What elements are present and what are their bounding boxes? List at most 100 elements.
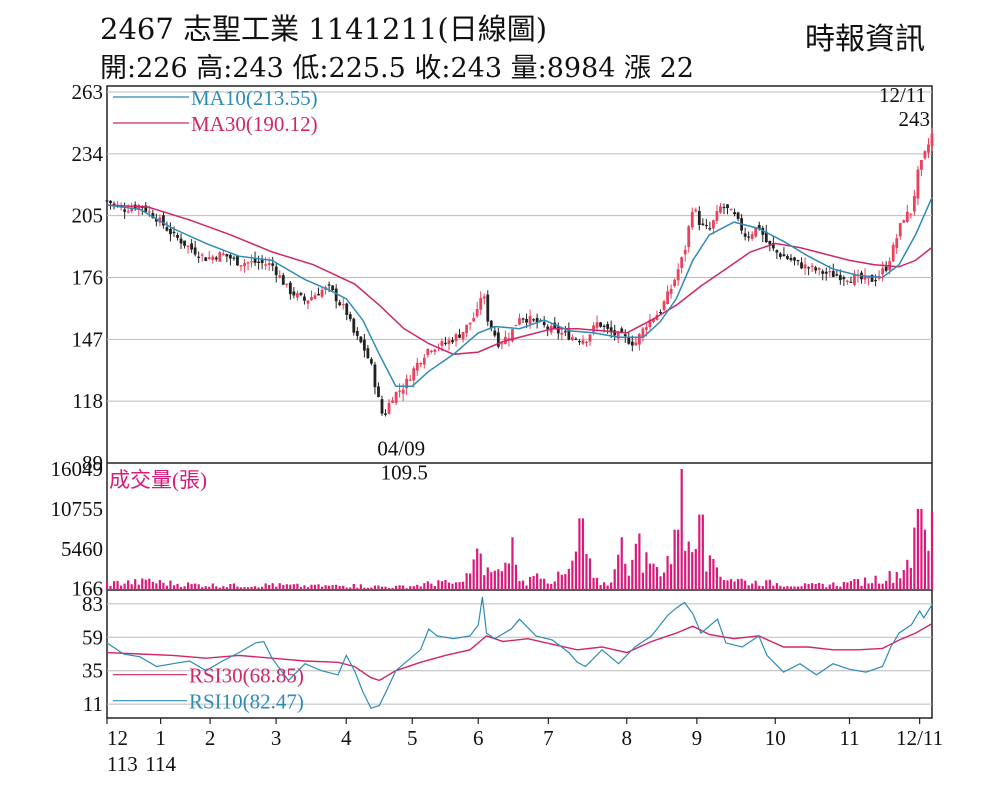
volume-bar xyxy=(888,571,891,590)
candle-body xyxy=(747,236,751,238)
volume-bar xyxy=(507,563,511,590)
volume-bar xyxy=(391,587,394,590)
candle-body xyxy=(479,297,483,310)
volume-bar xyxy=(186,582,190,590)
volume-bar xyxy=(402,585,405,590)
price-legend-label: MA10(213.55) xyxy=(191,86,318,110)
x-axis-label: 9 xyxy=(692,726,703,750)
volume-bar xyxy=(560,574,563,590)
candle-body xyxy=(507,338,511,340)
candle-body xyxy=(729,209,733,211)
candle-body xyxy=(257,261,261,263)
volume-bar xyxy=(342,585,345,590)
price-y-tick: 118 xyxy=(72,389,103,413)
candle-body xyxy=(726,204,729,209)
volume-bar xyxy=(447,582,451,590)
candle-body xyxy=(634,342,638,346)
candle-body xyxy=(172,231,176,234)
candle-body xyxy=(652,318,655,323)
volume-bar xyxy=(250,586,253,590)
volume-bar xyxy=(518,580,521,590)
candle-body xyxy=(475,309,479,317)
volume-bar xyxy=(726,580,729,590)
candle-body xyxy=(384,413,387,415)
rsi-y-tick: 59 xyxy=(82,625,103,649)
candle-body xyxy=(881,268,885,275)
candle-body xyxy=(334,288,338,302)
volume-bar xyxy=(313,584,317,590)
candle-body xyxy=(225,253,229,257)
volume-bar xyxy=(243,587,246,590)
candle-body xyxy=(415,362,419,371)
candle-body xyxy=(440,341,444,346)
volume-bar xyxy=(698,514,701,590)
volume-bar xyxy=(677,529,680,590)
volume-bar xyxy=(426,581,429,590)
candle-body xyxy=(271,263,275,266)
volume-bar xyxy=(306,587,310,590)
candle-body xyxy=(599,322,602,327)
candle-body xyxy=(800,262,803,269)
candle-body xyxy=(521,318,525,320)
ohlc-summary: 開:226 高:243 低:225.5 收:243 量:8984 漲 22 xyxy=(100,53,694,84)
candle-body xyxy=(250,261,253,263)
candle-body xyxy=(165,227,169,231)
volume-bar xyxy=(483,575,486,590)
volume-bar xyxy=(387,587,391,590)
candle-body xyxy=(264,264,268,266)
candle-body xyxy=(408,379,412,381)
candle-body xyxy=(676,269,680,281)
x-axis-label: 4 xyxy=(341,726,352,750)
candle-body xyxy=(637,334,641,345)
candle-body xyxy=(623,334,627,337)
volume-bar xyxy=(493,570,496,590)
volume-bar xyxy=(786,586,789,590)
volume-title: 成交量(張) xyxy=(109,468,207,492)
candle-body xyxy=(736,212,740,219)
candle-body xyxy=(468,322,472,325)
volume-bar xyxy=(190,584,193,590)
candle-body xyxy=(789,257,793,261)
volume-bar xyxy=(479,553,482,590)
volume-bar xyxy=(137,584,140,590)
candle-body xyxy=(426,348,430,355)
rsi-y-tick: 83 xyxy=(82,592,103,616)
volume-bar xyxy=(719,576,722,590)
volume-bar xyxy=(504,562,507,590)
candle-body xyxy=(796,259,800,262)
volume-bar xyxy=(500,571,503,590)
volume-bar xyxy=(793,586,796,590)
volume-bar xyxy=(366,587,369,590)
volume-bar xyxy=(155,583,158,590)
candle-body xyxy=(581,340,585,344)
candle-body xyxy=(419,362,423,365)
volume-bar xyxy=(878,583,881,590)
candle-body xyxy=(355,331,359,336)
volume-bar xyxy=(123,583,126,590)
rsi-y-tick: 35 xyxy=(82,659,103,683)
candle-body xyxy=(704,224,708,227)
rsi-y-tick: 11 xyxy=(83,692,103,716)
rsi10-line xyxy=(106,596,933,710)
volume-bar xyxy=(775,583,778,590)
x-axis-label: 8 xyxy=(622,726,633,750)
x-axis-label: 2 xyxy=(205,726,216,750)
candle-body xyxy=(595,322,599,328)
candle-body xyxy=(278,275,282,278)
volume-y-tick: 10755 xyxy=(51,497,104,521)
candle-body xyxy=(786,256,789,259)
candle-body xyxy=(923,151,927,159)
x-axis-label: 7 xyxy=(543,726,554,750)
volume-bar xyxy=(310,584,313,590)
volume-bar xyxy=(536,573,539,590)
candle-body xyxy=(236,255,239,266)
volume-bar xyxy=(638,533,641,590)
candle-body xyxy=(912,195,916,212)
candle-body xyxy=(317,293,320,296)
candle-body xyxy=(472,318,476,322)
volume-bar xyxy=(624,563,627,590)
volume-bar xyxy=(359,584,362,590)
volume-bar xyxy=(631,559,634,590)
volume-bar xyxy=(331,585,334,590)
